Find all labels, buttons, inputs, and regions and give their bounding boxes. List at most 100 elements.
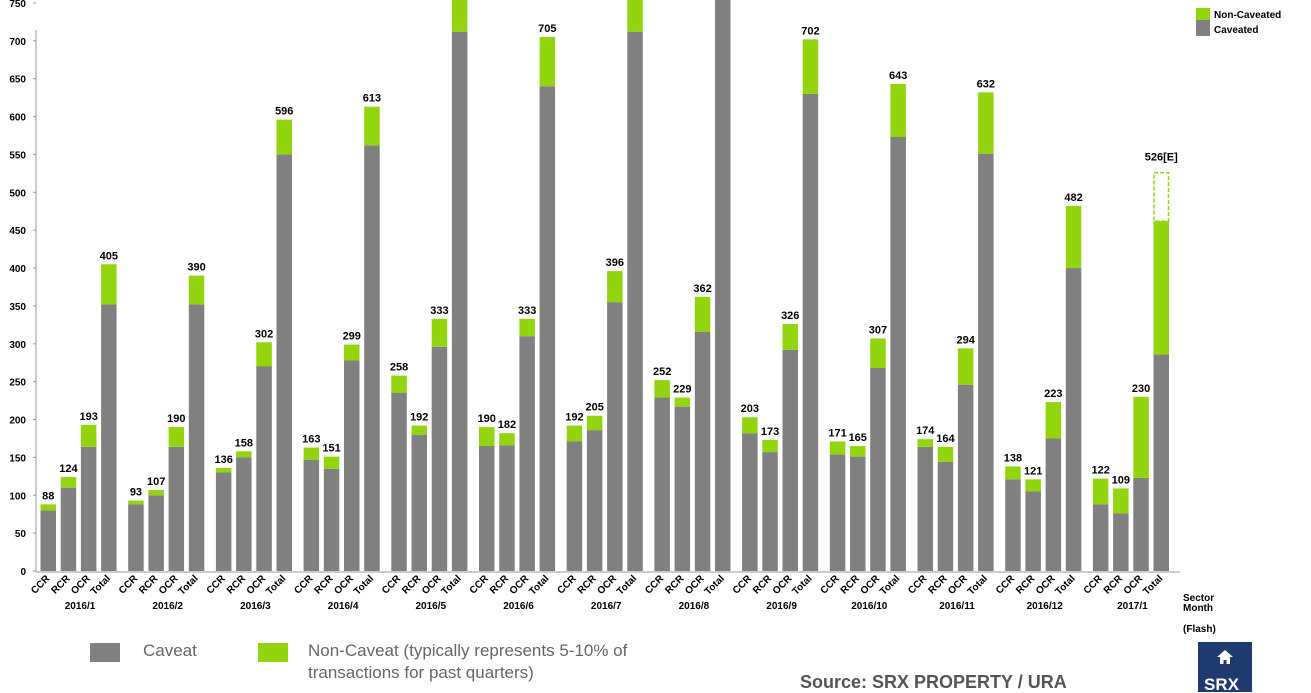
sector-tick-label: OCR	[245, 573, 269, 597]
y-tick-label: 750	[9, 0, 26, 10]
value-label: 526[E]	[1145, 152, 1178, 164]
non-caveated-bar	[850, 446, 866, 457]
non-caveated-bar	[432, 319, 448, 347]
non-caveated-bar	[1093, 479, 1109, 505]
sector-tick-label: RCR	[663, 573, 687, 597]
caveated-bar	[803, 94, 819, 571]
value-label: 121	[1024, 465, 1042, 477]
sector-tick-label: Total	[966, 573, 990, 597]
value-label: 190	[478, 413, 496, 425]
caveat-swatch	[90, 643, 120, 662]
non-caveated-bar	[783, 324, 799, 350]
sector-tick-label: Total	[89, 573, 113, 597]
value-label: 702	[801, 25, 819, 37]
month-label: 2016/9	[766, 601, 797, 612]
sector-tick-label: RCR	[488, 573, 512, 597]
value-label: 124	[59, 463, 78, 475]
caveated-bar	[1133, 478, 1149, 571]
sector-tick-label: RCR	[313, 573, 337, 597]
srx-logo: SRX	[1198, 642, 1252, 692]
sector-tick-label: CCR	[380, 573, 404, 597]
non-caveated-bar	[61, 477, 76, 488]
month-label: 2016/1	[65, 601, 96, 612]
sector-tick-label: Total	[615, 573, 639, 597]
sector-tick-label: Total	[440, 573, 464, 597]
legend-label-caveated: Caveated	[1214, 25, 1258, 36]
value-label: 307	[869, 324, 887, 336]
value-label: 182	[498, 419, 516, 431]
sector-tick-label: Total	[1141, 573, 1165, 597]
sector-tick-label: RCR	[1014, 573, 1038, 597]
y-axis-ticks: 0 50 100 150 200 250 300 350 400 450 500 550 600 650 7…	[9, 0, 36, 578]
non-caveated-bar	[169, 427, 185, 447]
value-label: 151	[322, 443, 340, 455]
non-caveated-bar	[148, 490, 164, 495]
caveated-bar	[432, 347, 448, 571]
value-label: 174	[916, 425, 935, 437]
month-label: 2016/8	[679, 601, 710, 612]
caveated-bar	[236, 457, 252, 571]
non-caveat-legend-label: Non-Caveat (typically represents 5-10% o…	[308, 641, 627, 661]
caveated-bar	[783, 350, 799, 571]
legend-swatch-caveated	[1196, 20, 1210, 36]
sector-tick-label: RCR	[1102, 573, 1126, 597]
caveated-bar	[978, 154, 994, 571]
value-label: 171	[828, 427, 846, 439]
non-caveated-bar	[607, 271, 623, 302]
caveated-bar	[81, 447, 97, 571]
sector-tick-label: CCR	[292, 573, 316, 597]
sector-tick-label: Total	[264, 573, 288, 597]
caveated-bar	[870, 368, 886, 571]
x-axis-labels: CCRRCROCRTotal2016/1CCRRCROCRTotal2016/2…	[29, 573, 1165, 612]
non-caveat-swatch	[258, 643, 288, 662]
sector-tick-label: Total	[177, 573, 201, 597]
caveated-bar	[344, 360, 360, 571]
value-label: 643	[889, 70, 907, 82]
non-caveated-bar	[742, 417, 758, 433]
sector-tick-label: Total	[352, 573, 376, 597]
value-label: 294	[956, 334, 975, 346]
legend-label-non-caveated: Non-Caveated	[1214, 10, 1281, 21]
caveated-bar	[324, 469, 340, 571]
caveated-bar	[850, 457, 866, 571]
sector-tick-label: CCR	[205, 573, 229, 597]
caveated-bar	[391, 393, 407, 571]
value-label: 230	[1132, 383, 1150, 395]
non-caveated-bar	[627, 0, 643, 32]
value-label: 229	[673, 384, 691, 396]
sector-tick-label: CCR	[819, 573, 843, 597]
transactions-chart: 0 50 100 150 200 250 300 350 400 450 500 550 600 650 7…	[0, 0, 1311, 640]
y-tick-label: 450	[9, 226, 26, 237]
non-caveated-bar	[364, 107, 380, 146]
value-label: 192	[565, 412, 583, 424]
value-label: 299	[343, 331, 361, 343]
caveated-bar	[695, 332, 711, 571]
sector-tick-label: RCR	[926, 573, 950, 597]
value-label: 252	[653, 366, 671, 378]
value-label: 203	[741, 403, 759, 415]
value-label: 396	[606, 257, 624, 269]
non-caveated-bar	[324, 457, 340, 469]
caveated-bar	[519, 336, 535, 571]
non-caveated-bar	[918, 439, 934, 447]
y-tick-label: 400	[9, 264, 26, 275]
y-tick-label: 700	[9, 37, 26, 48]
y-tick-label: 100	[9, 491, 26, 502]
y-tick-label: 250	[9, 378, 26, 389]
non-caveated-bar	[101, 264, 117, 304]
non-caveated-bar	[304, 448, 320, 460]
sector-tick-label: OCR	[157, 573, 181, 597]
caveated-bar	[1154, 354, 1170, 571]
value-label: 164	[936, 433, 955, 445]
sector-tick-label: CCR	[117, 573, 141, 597]
month-label: 2017/1	[1117, 601, 1148, 612]
house-icon	[1217, 650, 1233, 664]
caveated-bar	[654, 398, 670, 571]
month-label: 2016/6	[503, 601, 534, 612]
sector-tick-label: RCR	[49, 573, 73, 597]
caveated-bar	[1046, 438, 1062, 571]
logo-text: SRX	[1204, 675, 1239, 692]
sector-tick-label: OCR	[1122, 573, 1146, 597]
non-caveated-bar	[540, 37, 556, 86]
top-legend: Non-Caveated Caveated	[1196, 8, 1281, 36]
